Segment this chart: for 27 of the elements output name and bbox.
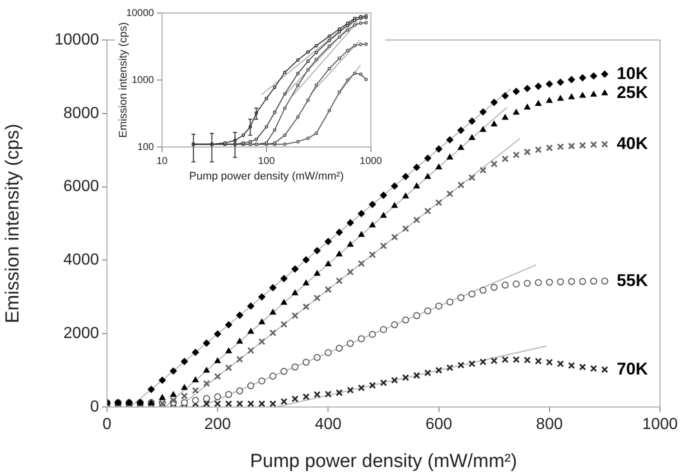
y-tick-label: 10000: [54, 31, 100, 48]
y-tick-label: 10000: [126, 8, 154, 19]
y-tick-label: 6000: [63, 178, 100, 196]
x-axis-title: Pump power density (mW/mm²): [189, 170, 344, 182]
x-tick-label: 600: [425, 416, 452, 434]
x-tick-label: 1000: [360, 156, 382, 167]
series-label: 25K: [616, 82, 649, 102]
y-axis-title: Emission intensity (cps): [2, 124, 24, 324]
series-label: 70K: [616, 359, 649, 378]
y-tick-label: 8000: [63, 104, 100, 122]
x-tick-label: 0: [102, 416, 112, 434]
y-tick-label: 2000: [63, 325, 100, 342]
y-tick-label: 1000: [132, 74, 154, 86]
x-tick-label: 1000: [642, 416, 678, 434]
y-tick-label: 100: [137, 142, 154, 153]
x-tick-label: 100: [258, 156, 276, 167]
series-label: 10K: [616, 64, 649, 83]
x-tick-label: 400: [314, 416, 342, 434]
y-axis-title: Emission intensity (cps): [118, 22, 130, 138]
x-tick-label: 10: [156, 156, 168, 167]
y-tick-label: 4000: [63, 252, 100, 269]
series-label: 55K: [616, 270, 649, 290]
series-label: 40K: [616, 134, 649, 153]
x-tick-label: 800: [536, 416, 563, 434]
y-tick-label: 0: [90, 398, 100, 416]
x-tick-label: 200: [204, 416, 232, 434]
x-axis-title: Pump power density (mW/mm²): [250, 450, 518, 472]
